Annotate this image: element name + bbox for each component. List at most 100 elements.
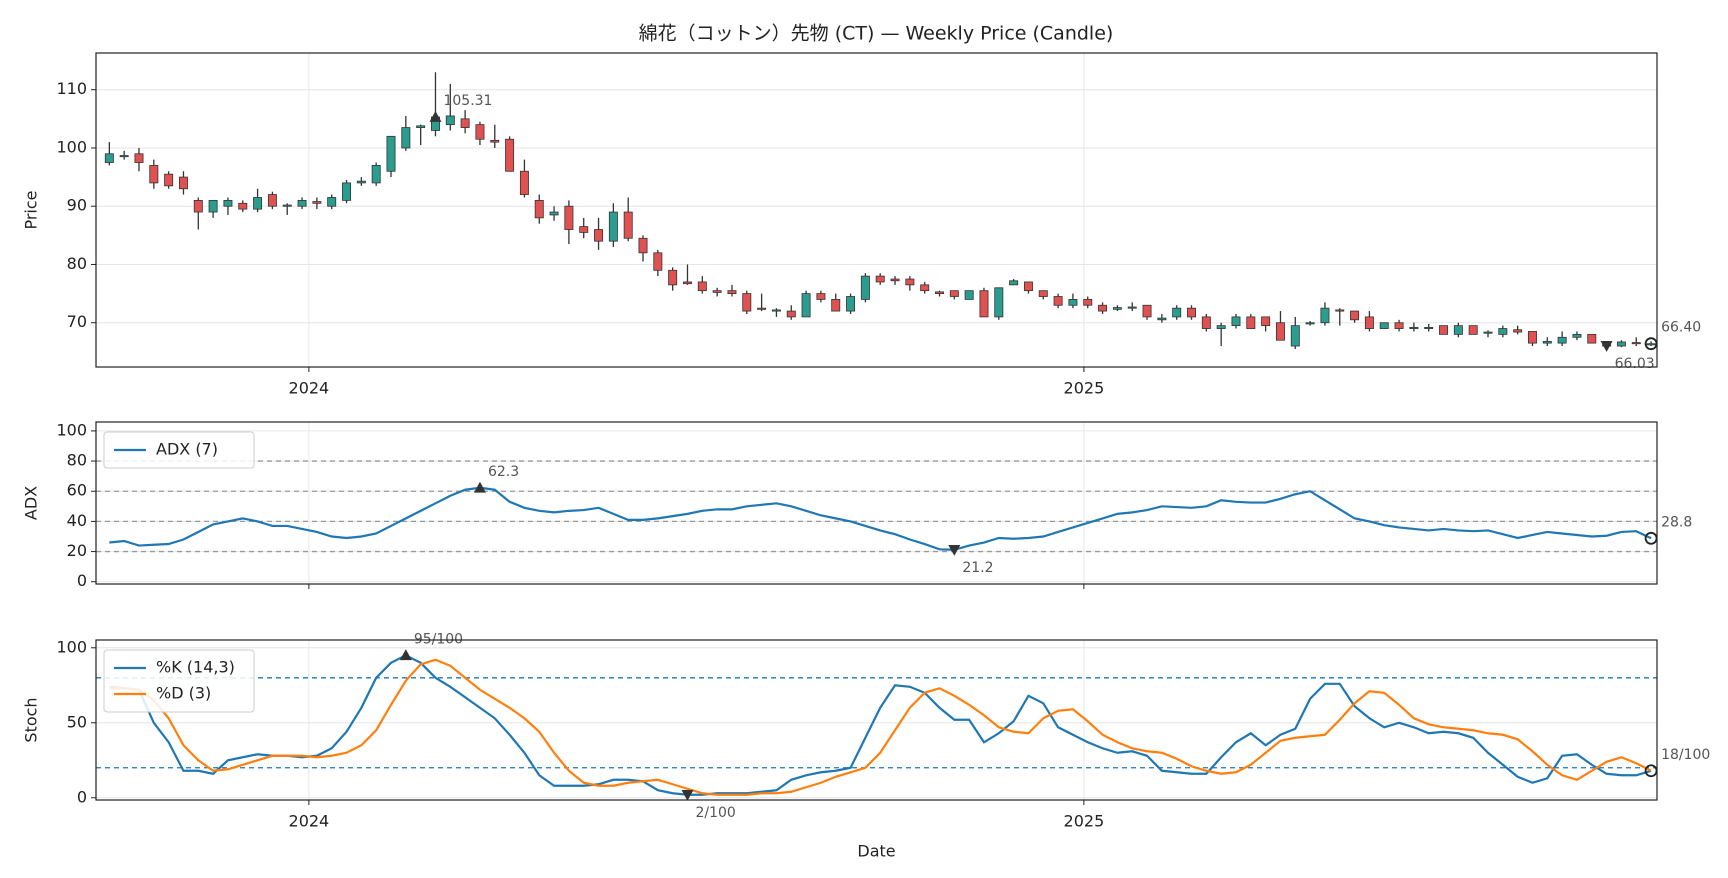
candle-body <box>119 155 129 158</box>
min-label: 66.03 <box>1615 356 1655 372</box>
candle-body <box>905 278 915 286</box>
last-label: 66.40 <box>1661 320 1701 336</box>
y-tick-label: 0 <box>77 787 87 806</box>
candle-body <box>1439 325 1449 335</box>
legend-label: %K (14,3) <box>156 658 235 677</box>
candle-body <box>846 296 856 312</box>
candle-body <box>860 275 870 300</box>
legend-label: ADX (7) <box>156 440 218 459</box>
candle-body <box>608 211 618 242</box>
y-tick-label: 0 <box>77 571 87 590</box>
candle-body <box>1335 309 1345 312</box>
x-axis-label: Date <box>857 842 895 861</box>
min-marker <box>681 789 694 801</box>
y-axis-label: Stoch <box>22 697 41 742</box>
candle-body <box>490 139 500 143</box>
candle-body <box>875 275 885 283</box>
max-label: 62.3 <box>488 464 519 480</box>
candle-body <box>505 138 515 172</box>
candle-body <box>1557 336 1567 344</box>
legend-label: %D (3) <box>156 684 211 703</box>
candle-body <box>1305 322 1315 325</box>
candle-body <box>1053 296 1063 306</box>
candle-body <box>579 226 589 233</box>
y-tick-label: 60 <box>67 481 87 500</box>
candle-body <box>1424 326 1434 329</box>
min-label: 21.2 <box>962 560 993 576</box>
candle-body <box>1350 310 1360 321</box>
candle-body <box>475 124 485 140</box>
candle-body <box>356 180 366 184</box>
candle-body <box>178 176 188 190</box>
candle-body <box>1201 316 1211 329</box>
candle-body <box>460 118 470 128</box>
candle-body <box>1646 343 1656 346</box>
y-tick-label: 90 <box>67 196 87 215</box>
candle-body <box>1453 325 1463 335</box>
candle-body <box>1483 331 1493 334</box>
candle-body <box>1498 328 1508 335</box>
min-label: 2/100 <box>695 805 735 821</box>
max-marker <box>399 649 412 661</box>
candle-body <box>1187 307 1196 318</box>
candle-body <box>342 182 352 201</box>
candle-body <box>1216 325 1226 329</box>
y-tick-label: 80 <box>67 254 87 273</box>
candle-body <box>683 281 692 285</box>
y-tick-label: 20 <box>67 541 87 560</box>
candle-body <box>1364 316 1374 329</box>
candle-body <box>445 115 455 126</box>
candle-body <box>1009 280 1019 286</box>
series-line <box>109 658 1652 796</box>
candle-body <box>1320 307 1330 324</box>
candle-body <box>564 205 574 230</box>
candle-body <box>697 281 707 292</box>
candle-body <box>282 204 292 207</box>
candle-body <box>1098 304 1108 312</box>
legend-box <box>103 649 255 713</box>
candle-body <box>164 173 174 187</box>
y-tick-label: 80 <box>67 451 87 470</box>
candle-body <box>134 153 144 163</box>
candle-body <box>1112 307 1122 310</box>
legend-box <box>103 431 255 469</box>
candle-body <box>1394 322 1404 329</box>
candle-body <box>712 290 722 293</box>
candle-body <box>238 202 248 210</box>
candle-body <box>149 165 159 184</box>
last-label: 28.8 <box>1661 514 1692 530</box>
candle-body <box>623 211 633 239</box>
candle-body <box>1231 316 1241 327</box>
candle-body <box>1542 340 1552 344</box>
candle-body <box>979 290 989 318</box>
candle-body <box>1172 307 1182 318</box>
candle-body <box>935 291 944 294</box>
candle-body <box>104 153 114 163</box>
candle-body <box>920 284 930 292</box>
candle-body <box>401 127 411 149</box>
candle-body <box>1572 333 1582 338</box>
min-marker <box>948 544 961 556</box>
candle-body <box>1616 341 1626 347</box>
candle-body <box>890 278 900 282</box>
candle-body <box>1468 325 1478 335</box>
candle-body <box>1157 317 1167 321</box>
candle-body <box>193 199 203 213</box>
candle-body <box>223 199 233 207</box>
max-marker <box>429 111 442 122</box>
chart-title: 綿花（コットン）先物 (CT) — Weekly Price (Candle) <box>639 23 1114 45</box>
candle-body <box>208 199 218 213</box>
candle-body <box>534 199 544 219</box>
candle-body <box>1023 281 1033 292</box>
candle-body <box>1275 322 1285 341</box>
candle-body <box>1127 306 1137 309</box>
candle-body <box>727 290 737 294</box>
series-line <box>109 486 1652 551</box>
candle-body <box>1527 331 1537 344</box>
candle-body <box>1409 326 1419 329</box>
candle-body <box>386 135 396 172</box>
y-tick-label: 100 <box>56 420 87 439</box>
x-tick-label: 2025 <box>1064 812 1105 831</box>
